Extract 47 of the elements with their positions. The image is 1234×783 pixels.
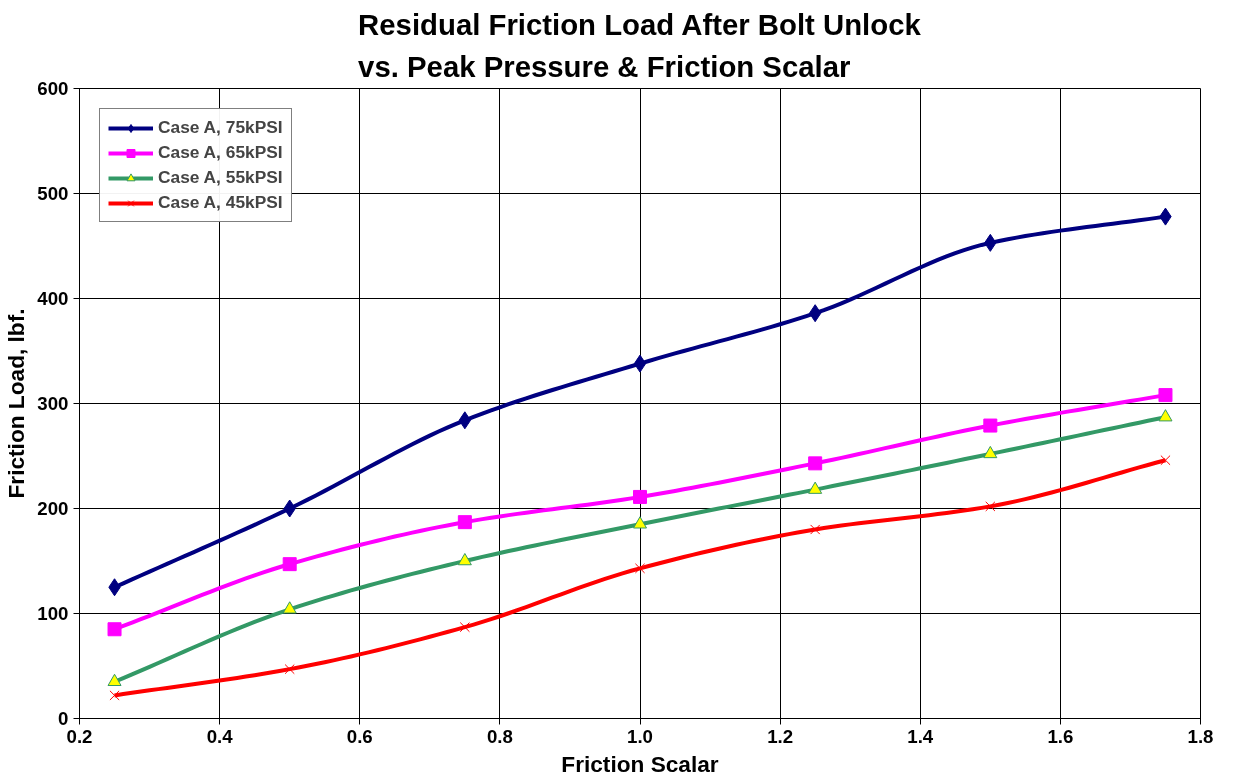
point: [458, 411, 472, 430]
point: [808, 304, 822, 323]
point: [808, 456, 823, 471]
y-tick-label: 300: [37, 393, 69, 414]
point: [1160, 455, 1171, 466]
x-tick-label: 1.2: [767, 725, 794, 747]
point: [282, 601, 297, 614]
point: [107, 673, 122, 686]
point: [633, 516, 647, 529]
legend-label: Case A, 45kPSI: [158, 192, 283, 213]
point: [457, 515, 472, 530]
point: [1158, 409, 1173, 422]
y-tick-label: 0: [58, 708, 69, 729]
y-tick-label: 200: [37, 498, 69, 519]
y-tick-label: 100: [37, 603, 69, 624]
x-tick-label: 0.2: [66, 725, 93, 747]
point: [109, 690, 120, 701]
point: [983, 418, 998, 433]
y-tick-label: 400: [37, 288, 69, 309]
point: [633, 354, 647, 373]
point: [983, 445, 998, 459]
legend-label: Case A, 55kPSI: [158, 167, 283, 188]
legend-label: Case A, 65kPSI: [158, 142, 283, 163]
y-tick-label: 500: [37, 183, 69, 204]
x-tick-label: 1.4: [907, 725, 934, 747]
x-tick-label: 1.8: [1187, 725, 1214, 747]
point: [282, 557, 297, 572]
point: [459, 622, 470, 633]
legend-label: Case A, 75kPSI: [158, 117, 283, 138]
chart-title: Residual Friction Load After Bolt Unlock vs. Peak Pressure & Friction Scalar: [358, 7, 922, 84]
x-tick-label: 0.4: [206, 725, 234, 747]
point: [985, 501, 996, 512]
point: [808, 481, 823, 494]
x-tick-label: 1.6: [1047, 725, 1074, 747]
x-tick-label: 0.8: [486, 725, 513, 747]
point: [1158, 388, 1173, 403]
point: [633, 489, 647, 504]
y-tick-label: 600: [37, 78, 69, 99]
point: [107, 622, 122, 637]
y-axis-title: Friction Load, lbf.: [3, 308, 30, 499]
x-tick-label: 1.0: [627, 725, 653, 747]
point: [810, 524, 821, 535]
point: [457, 552, 472, 566]
point: [634, 563, 646, 574]
x-axis-title: Friction Scalar: [561, 750, 719, 777]
x-tick-label: 0.6: [346, 725, 373, 747]
point: [284, 664, 295, 675]
